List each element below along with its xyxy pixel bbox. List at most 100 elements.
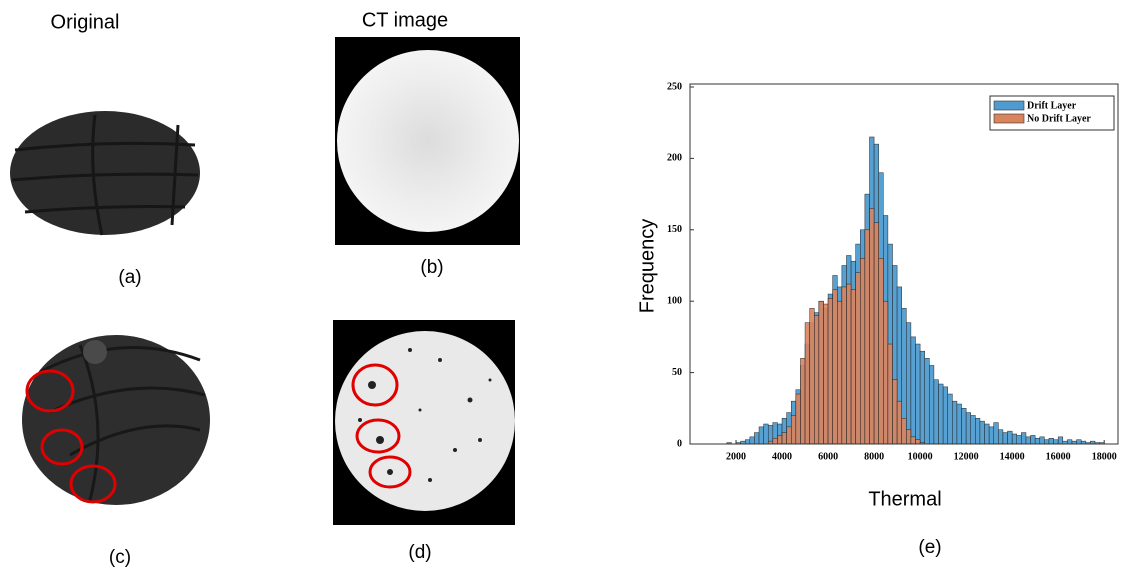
bar (906, 429, 912, 445)
bar (855, 272, 861, 445)
bar (1007, 430, 1013, 445)
bar (809, 308, 815, 445)
bar (827, 298, 833, 445)
x-tick-label: 6000 (818, 451, 838, 462)
x-tick-label: 10000 (908, 451, 933, 462)
y-tick-label: 150 (667, 224, 682, 235)
bar (942, 386, 948, 445)
legend-label: No Drift Layer (1027, 113, 1091, 124)
x-tick-label: 2000 (726, 451, 746, 462)
bar (1053, 439, 1059, 445)
x-tick-label: 12000 (954, 451, 979, 462)
bar (910, 336, 916, 445)
bar (841, 286, 847, 445)
bar (1076, 439, 1082, 445)
histogram: 0 50 100 150 200 250 2000 4000 6000 8000 10000 1200… (667, 81, 1119, 462)
bar (818, 300, 824, 445)
bar (1034, 438, 1041, 445)
bar (1030, 435, 1036, 445)
bar (804, 322, 810, 445)
bar (1002, 432, 1008, 445)
bar (956, 403, 962, 445)
series (726, 136, 1105, 445)
y-tick-label: 50 (672, 367, 682, 378)
bar (781, 432, 787, 445)
bar (924, 358, 930, 445)
caption: (a) (118, 267, 141, 288)
bar (777, 435, 783, 445)
bar (795, 393, 801, 445)
bar (1016, 435, 1022, 445)
bar (1039, 436, 1045, 445)
series (767, 208, 925, 445)
bar (947, 393, 953, 445)
bar (961, 408, 967, 445)
bar (906, 322, 912, 445)
image-a (10, 111, 200, 236)
bar (933, 379, 939, 445)
caption: (b) (420, 257, 443, 278)
y-axis-label: Frequency (636, 219, 658, 314)
bar (938, 383, 944, 445)
y-tick-label: 200 (667, 153, 682, 164)
bar (1067, 439, 1073, 445)
bar (786, 426, 792, 445)
bar (915, 439, 921, 445)
bar (883, 300, 889, 445)
bar (814, 315, 820, 445)
caption: (c) (109, 547, 131, 568)
bar (998, 429, 1004, 445)
image-c (22, 335, 210, 505)
bar (772, 438, 778, 445)
y-tick-label: 100 (667, 295, 682, 306)
bar (864, 229, 870, 445)
bar (1011, 433, 1018, 445)
bar (965, 412, 971, 445)
bar (1044, 439, 1050, 445)
x-tick-label: 4000 (772, 451, 792, 462)
legend-swatch (993, 100, 1025, 111)
image-d (333, 320, 515, 525)
bar (878, 258, 884, 445)
bar (860, 258, 866, 445)
bar (744, 439, 751, 445)
bar (832, 289, 838, 445)
bar (846, 283, 852, 445)
bar (1021, 432, 1027, 445)
image-b (335, 37, 520, 245)
bar (823, 303, 829, 445)
legend-label: Drift Layer (1027, 100, 1077, 111)
bar (929, 365, 935, 445)
bar (887, 343, 893, 445)
bar (952, 400, 958, 445)
plot-frame (689, 83, 1119, 445)
bar (749, 436, 755, 445)
bar (754, 432, 760, 445)
bar (915, 343, 921, 445)
caption: (d) (408, 542, 431, 563)
x-axis-label: Thermal (868, 488, 941, 510)
bar (975, 418, 981, 445)
legend-swatch (993, 113, 1025, 124)
bar (993, 422, 999, 445)
heading: CT image (362, 9, 448, 31)
x-tick-label: 14000 (1000, 451, 1025, 462)
bar (1048, 438, 1054, 445)
caption: (e) (918, 537, 941, 558)
bar (979, 420, 985, 445)
bar (984, 423, 990, 445)
bar (837, 300, 843, 445)
bar (988, 426, 994, 445)
bar (896, 400, 902, 445)
bar (850, 289, 856, 445)
bar (758, 426, 764, 445)
bar (869, 208, 875, 445)
bar (1025, 436, 1031, 445)
bar (970, 415, 976, 445)
bar (892, 379, 898, 445)
bar (790, 415, 797, 445)
legend-box (989, 95, 1115, 131)
bar (873, 222, 879, 445)
